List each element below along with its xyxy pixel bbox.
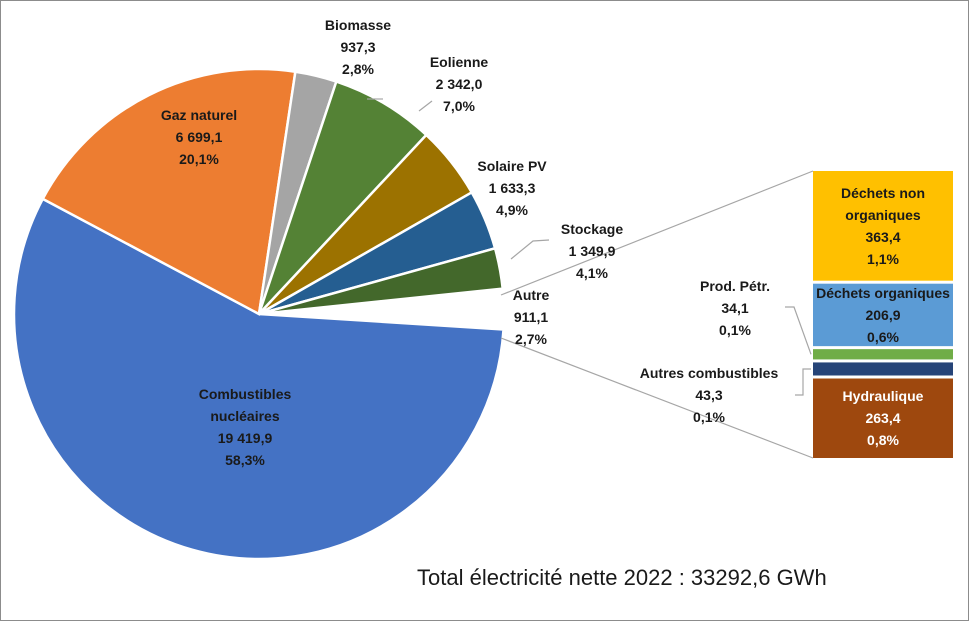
label-autres-combustibles: Autres combustibles 43,3 0,1%: [640, 365, 779, 425]
label-gaz-naturel-line: 20,1%: [179, 151, 219, 167]
label-prod-petr-line: Prod. Pétr.: [700, 278, 770, 294]
leader-prod-petr: [785, 306, 812, 355]
total-electricity-label: Total électricité nette 2022 : 33292,6 G…: [417, 565, 827, 590]
label-stockage: Stockage 1 349,9 4,1%: [561, 221, 623, 281]
leader-eolienne: [418, 100, 433, 112]
label-biomasse-line: 937,3: [340, 39, 375, 55]
leader-stockage: [510, 239, 550, 260]
label-prod-petr-line: 34,1: [721, 300, 748, 316]
label-combustibles-nucleaires-line: nucléaires: [210, 408, 279, 424]
pie-slice-combustibles-nucleaires: [12, 197, 505, 561]
label-dechets-organiques: Déchets organiques 206,9 0,6%: [816, 285, 950, 345]
label-solaire-pv-line: 1 633,3: [489, 180, 536, 196]
label-combustibles-nucleaires-line: 19 419,9: [218, 430, 273, 446]
bar-segment-dechets-non-organiques: [813, 171, 953, 281]
label-autre-line: 2,7%: [515, 331, 547, 347]
label-dechets-organiques-line: 206,9: [865, 307, 900, 323]
bar-segment-prod-petr: [813, 349, 953, 360]
label-hydraulique: Hydraulique 263,4 0,8%: [843, 388, 924, 448]
label-hydraulique-line: 0,8%: [867, 432, 899, 448]
label-dechets-organiques-line: 0,6%: [867, 329, 899, 345]
label-eolienne-line: 7,0%: [443, 98, 475, 114]
label-autre-line: 911,1: [514, 309, 548, 325]
label-dechets-non-organiques-line: Déchets non: [841, 185, 925, 201]
label-dechets-non-organiques-line: organiques: [845, 207, 921, 223]
label-biomasse-line: 2,8%: [342, 61, 374, 77]
label-autres-combustibles-line: Autres combustibles: [640, 365, 779, 381]
label-solaire-pv: Solaire PV 1 633,3 4,9%: [477, 158, 547, 218]
label-autres-combustibles-line: 0,1%: [693, 409, 725, 425]
label-dechets-organiques-line: Déchets organiques: [816, 285, 950, 301]
label-dechets-non-organiques: Déchets non organiques 363,4 1,1%: [841, 185, 925, 267]
label-dechets-non-organiques-line: 363,4: [865, 229, 900, 245]
connector-line-bottom: [500, 337, 814, 459]
label-eolienne-line: 2 342,0: [436, 76, 483, 92]
label-autre: Autre 911,1 2,7%: [513, 287, 550, 347]
label-autre-line: Autre: [513, 287, 550, 303]
bar-segment-autres-combustibles: [813, 362, 953, 376]
label-combustibles-nucleaires-line: 58,3%: [225, 452, 265, 468]
label-hydraulique-line: 263,4: [865, 410, 900, 426]
pie-slice-eolienne: [257, 79, 429, 315]
label-autres-combustibles-line: 43,3: [695, 387, 722, 403]
label-stockage-line: 4,1%: [576, 265, 608, 281]
pie-slice-gaz-naturel: [41, 67, 297, 316]
label-gaz-naturel-line: Gaz naturel: [161, 107, 237, 123]
label-solaire-pv-line: 4,9%: [496, 202, 528, 218]
label-dechets-non-organiques-line: 1,1%: [867, 251, 899, 267]
label-stockage-line: 1 349,9: [569, 243, 616, 259]
leader-autres-combustibles: [795, 368, 811, 396]
label-prod-petr: Prod. Pétr. 34,1 0,1%: [700, 278, 770, 338]
label-combustibles-nucleaires: Combustibles nucléaires 19 419,9 58,3%: [199, 386, 292, 468]
label-biomasse: Biomasse 937,3 2,8%: [325, 17, 391, 77]
data-labels: Combustibles nucléaires 19 419,9 58,3% Gaz n…: [161, 17, 950, 468]
bar-segment-dechets-organiques: [813, 283, 953, 347]
connector-line-top: [500, 170, 814, 296]
label-combustibles-nucleaires-line: Combustibles: [199, 386, 292, 402]
label-eolienne-line: Eolienne: [430, 54, 489, 70]
label-prod-petr-line: 0,1%: [719, 322, 751, 338]
label-gaz-naturel-line: 6 699,1: [176, 129, 223, 145]
label-hydraulique-line: Hydraulique: [843, 388, 924, 404]
label-eolienne: Eolienne 2 342,0 7,0%: [430, 54, 489, 114]
leader-lines: [367, 98, 814, 459]
label-gaz-naturel: Gaz naturel 6 699,1 20,1%: [161, 107, 237, 167]
pie-slices: [12, 67, 505, 561]
pie-slice-autre: [258, 246, 505, 316]
label-solaire-pv-line: Solaire PV: [477, 158, 547, 174]
bar-segments: [813, 171, 953, 458]
label-stockage-line: Stockage: [561, 221, 623, 237]
label-biomasse-line: Biomasse: [325, 17, 391, 33]
bar-segment-hydraulique: [813, 378, 953, 458]
